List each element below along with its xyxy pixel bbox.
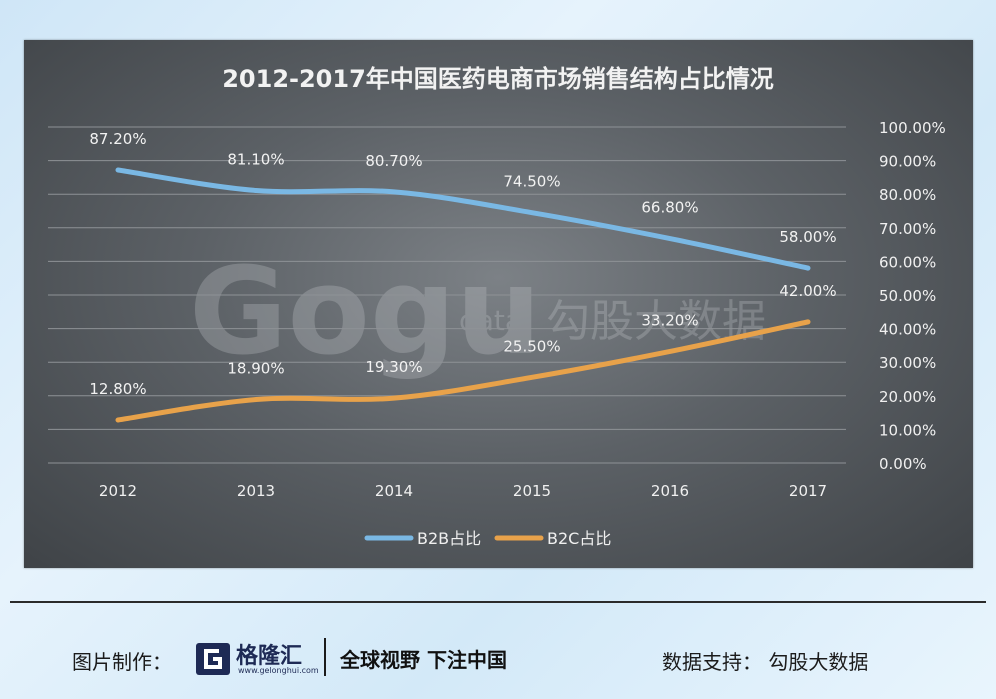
x-tick-label: 2012 [99,482,137,500]
slogan: 全球视野 下注中国 [340,648,507,672]
data-label: 25.50% [503,337,560,355]
svg-text:Gogu: Gogu [189,243,541,382]
y-tick-label: 90.00% [879,153,936,171]
y-tick-label: 70.00% [879,220,936,238]
data-label: 18.90% [227,359,284,377]
legend-label: B2C占比 [547,529,611,548]
brand-url: www.gelonghui.com [238,666,319,675]
credit-label: 图片制作： [72,650,172,674]
legend: B2B占比 B2C占比 [364,529,611,548]
x-tick-label: 2017 [789,482,827,500]
x-tick-label: 2015 [513,482,551,500]
data-label: 80.70% [365,152,422,170]
svg-text:data: data [459,304,522,337]
watermark: Gogu data 勾股大数据 [189,243,766,382]
footer-separator [324,638,326,676]
data-support: 数据支持： 勾股大数据 [662,650,869,674]
data-label: 87.20% [89,130,146,148]
x-tick-label: 2014 [375,482,413,500]
footer-divider [10,601,986,603]
data-label: 19.30% [365,358,422,376]
series-line-b2b [115,167,811,271]
data-label: 33.20% [641,311,698,329]
y-tick-label: 20.00% [879,388,936,406]
brand-name: 格隆汇 [236,644,303,669]
data-label: 66.80% [641,199,698,217]
y-tick-label: 80.00% [879,186,936,204]
y-tick-label: 60.00% [879,253,936,271]
chart-panel: Gogu data 勾股大数据 2012-2017年中国医药电商市场销售结构占比… [24,40,973,568]
x-axis: 2012 2013 2014 2015 2016 2017 [99,482,827,500]
line-chart: Gogu data 勾股大数据 2012-2017年中国医药电商市场销售结构占比… [48,65,946,548]
y-tick-label: 40.00% [879,321,936,339]
series-line-b2c [115,319,811,423]
y-tick-label: 10.00% [879,421,936,439]
data-label: 42.00% [779,282,836,300]
grid [48,126,846,464]
series-layer: 87.20% 81.10% 80.70% 74.50% 66.80% 58.00% 12.8… [89,130,837,423]
data-label: 12.80% [89,380,146,398]
y-tick-label: 0.00% [879,455,927,473]
chart-title: 2012-2017年中国医药电商市场销售结构占比情况 [222,65,774,93]
brand-logo-icon [196,643,230,675]
data-label: 81.10% [227,151,284,169]
y-axis: 0.00% 10.00% 20.00% 30.00% 40.00% 50.00% 60.00… [879,119,946,473]
x-tick-label: 2016 [651,482,689,500]
y-tick-label: 30.00% [879,354,936,372]
y-tick-label: 100.00% [879,119,946,137]
data-label: 74.50% [503,173,560,191]
y-tick-label: 50.00% [879,287,936,305]
x-tick-label: 2013 [237,482,275,500]
data-label: 58.00% [779,228,836,246]
legend-label: B2B占比 [417,529,481,548]
footer: 图片制作： 格隆汇 www.gelonghui.com 全球视野 下注中国 数据… [0,636,996,680]
